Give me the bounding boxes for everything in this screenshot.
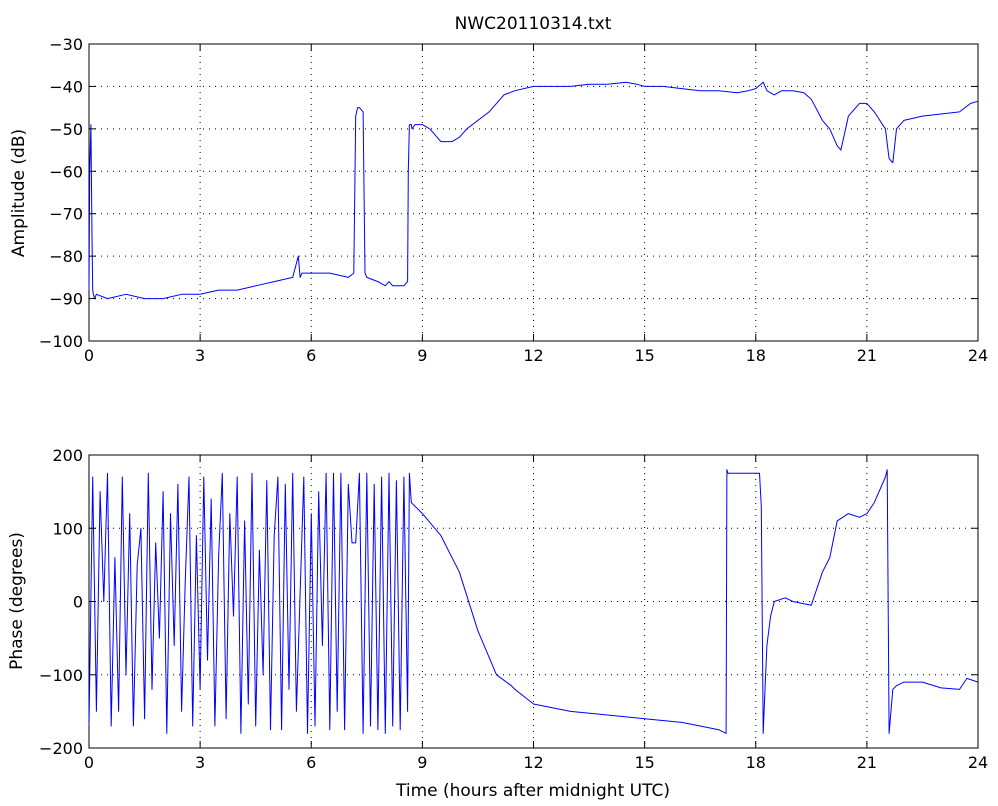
- phase-y-tick-label: −100: [39, 666, 83, 685]
- amplitude-y-tick-label: −90: [49, 290, 83, 309]
- phase-y-tick-label: 100: [52, 519, 83, 538]
- amplitude-y-axis-label: Amplitude (dB): [9, 129, 29, 257]
- amplitude-y-tick-label: −50: [49, 120, 83, 139]
- amplitude-x-tick-label: 3: [195, 346, 205, 365]
- phase-x-tick-label: 0: [84, 753, 94, 772]
- amplitude-y-tick-label: −70: [49, 205, 83, 224]
- phase-y-tick-label: 200: [52, 446, 83, 465]
- phase-x-tick-label: 24: [968, 753, 988, 772]
- phase-x-tick-label: 6: [306, 753, 316, 772]
- amplitude-x-tick-label: 9: [417, 346, 427, 365]
- phase-x-tick-label: 9: [417, 753, 427, 772]
- phase-x-tick-label: 12: [523, 753, 543, 772]
- phase-y-tick-label: 0: [73, 593, 83, 612]
- amplitude-y-tick-label: −100: [39, 332, 83, 351]
- phase-y-tick-label: −200: [39, 739, 83, 758]
- chart-title: NWC20110314.txt: [455, 14, 612, 34]
- amplitude-y-tick-label: −80: [49, 247, 83, 266]
- amplitude-plot-area: [88, 43, 979, 342]
- phase-x-tick-label: 21: [857, 753, 877, 772]
- time-x-axis-label: Time (hours after midnight UTC): [395, 781, 670, 801]
- phase-axes: 0 3 6 9 12 15 18 21 24 −200 −100 0 100 200: [39, 446, 988, 772]
- amplitude-axes: 0 3 6 9 12 15 18 21 24 −100 −90 −80 −70 −60 −50 −40 −30: [39, 35, 988, 365]
- phase-x-tick-label: 18: [746, 753, 766, 772]
- amplitude-x-tick-label: 21: [857, 346, 877, 365]
- phase-series-line: [88, 469, 979, 734]
- amplitude-y-tick-label: −30: [49, 35, 83, 54]
- amplitude-x-tick-label: 6: [306, 346, 316, 365]
- amplitude-series-line: [88, 81, 979, 300]
- phase-y-axis-label: Phase (degrees): [7, 532, 27, 670]
- amplitude-y-tick-label: −40: [49, 77, 83, 96]
- amplitude-x-tick-label: 0: [84, 346, 94, 365]
- phase-x-tick-label: 3: [195, 753, 205, 772]
- amplitude-y-tick-label: −60: [49, 162, 83, 181]
- amplitude-x-tick-label: 18: [746, 346, 766, 365]
- phase-x-tick-label: 15: [634, 753, 654, 772]
- amplitude-x-tick-label: 24: [968, 346, 988, 365]
- amplitude-x-tick-label: 15: [634, 346, 654, 365]
- amplitude-x-tick-label: 12: [523, 346, 543, 365]
